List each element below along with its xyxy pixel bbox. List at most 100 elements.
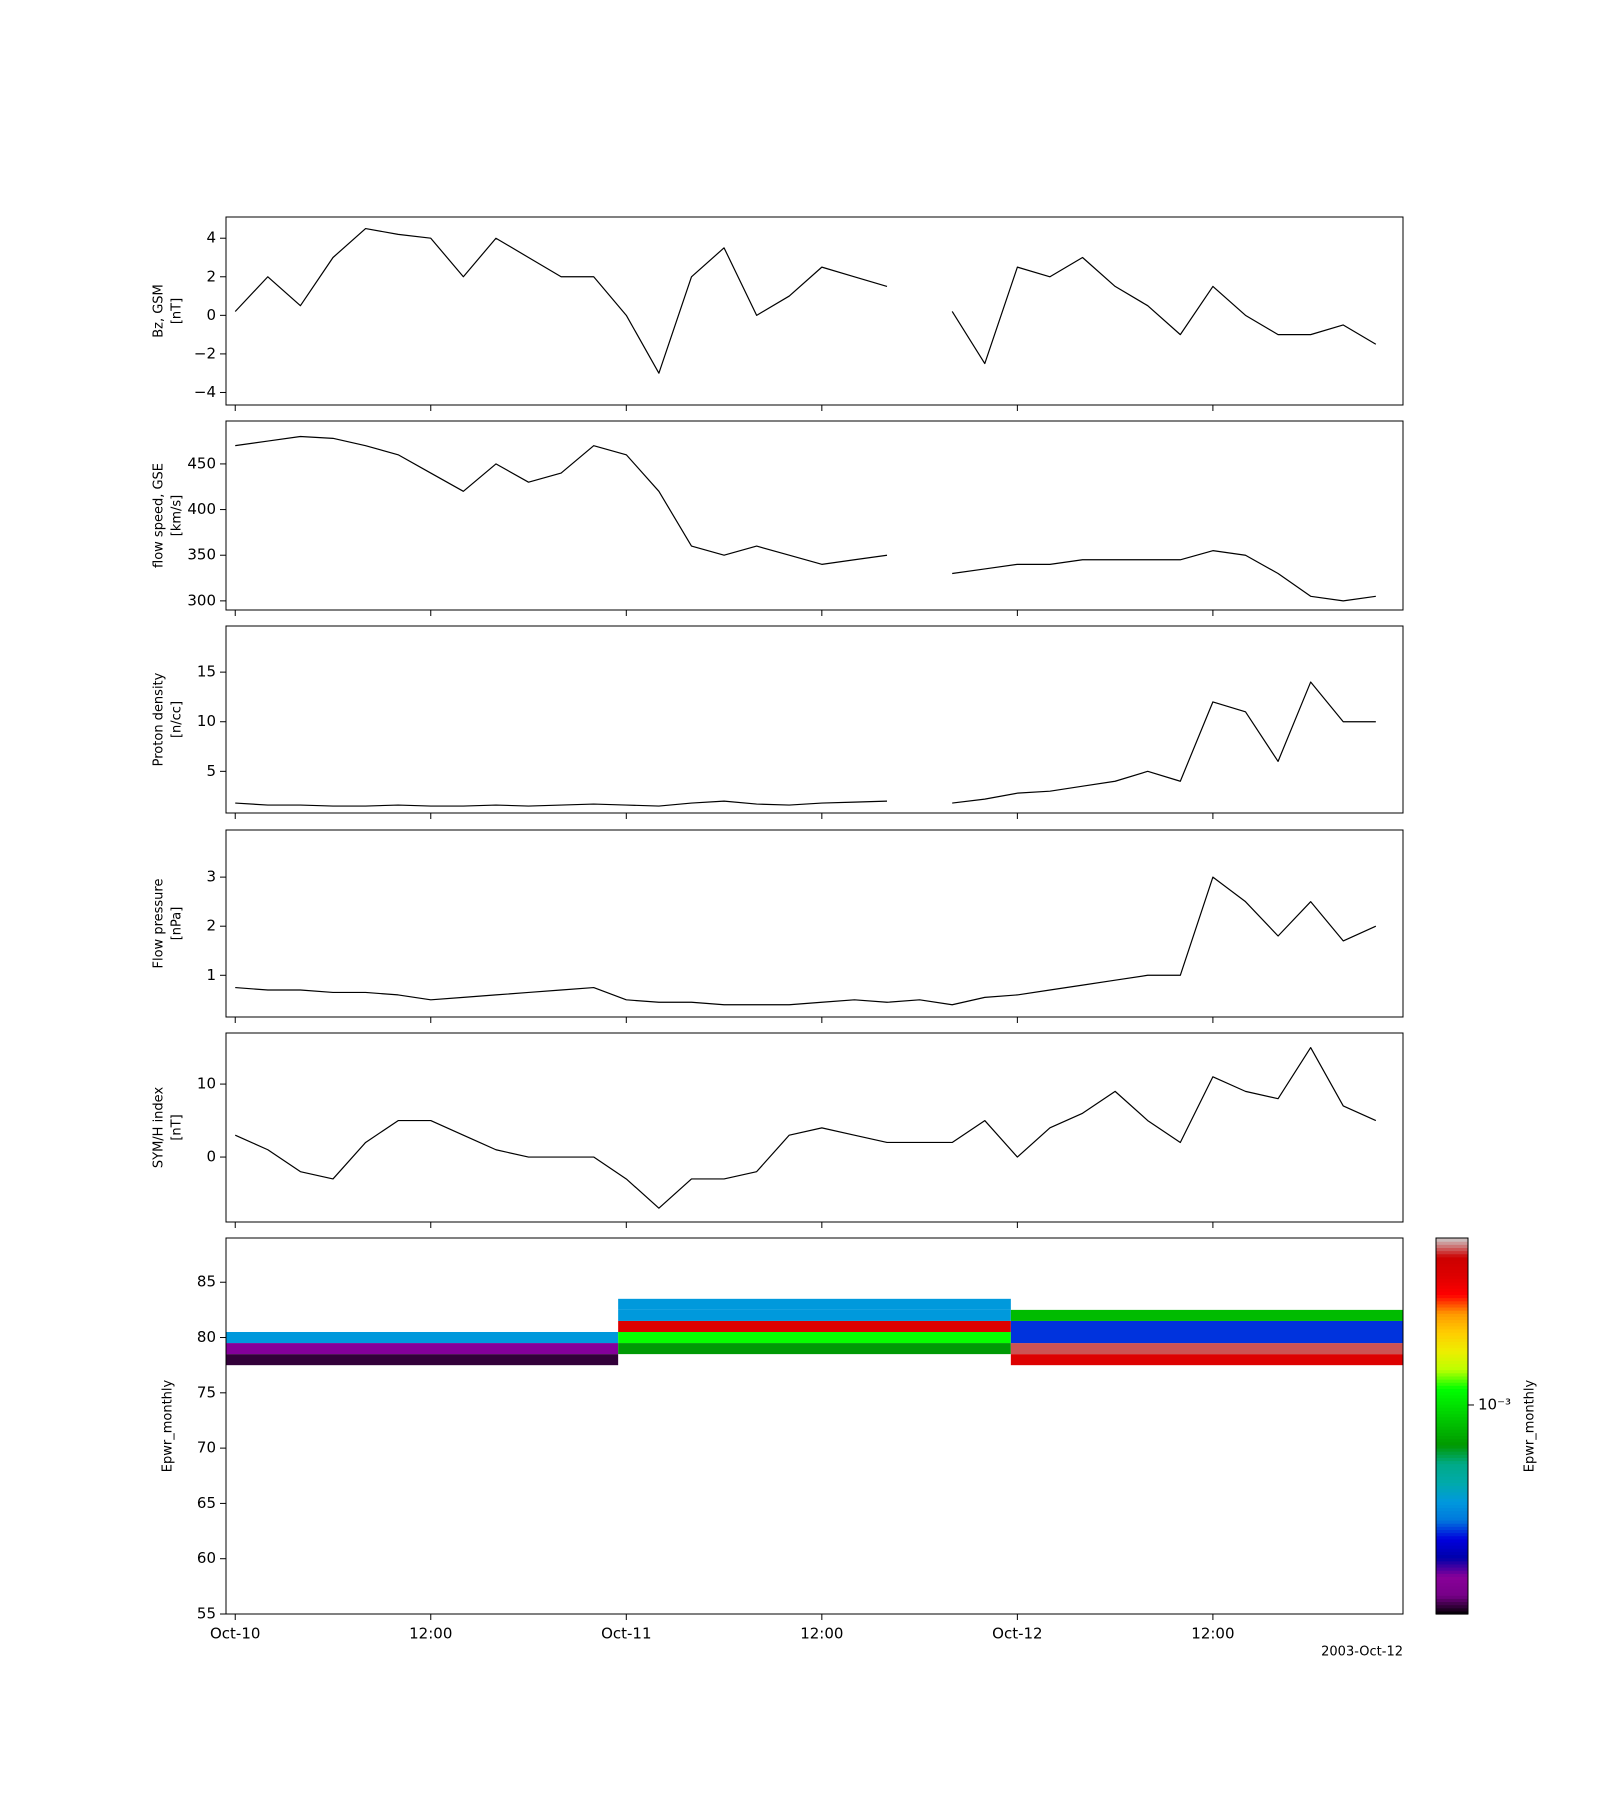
- colorbar-segment: [1436, 1513, 1468, 1518]
- x-tick-label: Oct-11: [601, 1625, 651, 1643]
- spectrogram-cell: [618, 1298, 1011, 1310]
- colorbar-segment: [1436, 1285, 1468, 1289]
- data-line: [234, 1046, 1377, 1209]
- colorbar-segment: [1436, 1551, 1468, 1556]
- axes-frame: [225, 1032, 1404, 1223]
- y-axis-label: [n/cc]: [170, 701, 185, 738]
- colorbar-segment: [1436, 1501, 1468, 1505]
- colorbar-segment: [1436, 1397, 1468, 1402]
- colorbar-segment: [1436, 1545, 1468, 1549]
- y-axis-label: [km/s]: [170, 495, 185, 537]
- y-axis-label: [nT]: [170, 298, 185, 324]
- colorbar-segment: [1436, 1488, 1468, 1493]
- colorbar-segment: [1436, 1360, 1468, 1364]
- colorbar-segment: [1436, 1344, 1468, 1349]
- spectrogram-cell: [1010, 1309, 1403, 1321]
- colorbar-segment: [1436, 1592, 1468, 1596]
- colorbar-segment: [1436, 1504, 1468, 1509]
- panel: 10⁻³ Epwr_monthly 55 60 65 70 75 80 85 Oct-10 12:0…: [161, 1237, 1538, 1660]
- colorbar-segment: [1436, 1473, 1468, 1477]
- y-axis-label: flow speed, GSE: [152, 463, 167, 568]
- colorbar-segment: [1436, 1523, 1468, 1527]
- y-tick-label: 10: [197, 712, 216, 730]
- colorbar-segment: [1436, 1463, 1468, 1468]
- colorbar-segment: [1436, 1294, 1468, 1299]
- colorbar-segment: [1436, 1454, 1468, 1458]
- x-tick-label: 12:00: [800, 1625, 843, 1643]
- colorbar-segment: [1436, 1610, 1468, 1615]
- colorbar-segment: [1436, 1510, 1468, 1515]
- axes-frame: [225, 420, 1404, 611]
- y-tick-label: 3: [206, 868, 216, 886]
- colorbar-segment: [1436, 1391, 1468, 1396]
- colorbar-segment: [1436, 1451, 1468, 1455]
- colorbar-segment: [1436, 1241, 1468, 1245]
- colorbar-segment: [1436, 1328, 1468, 1333]
- data-line: [235, 435, 1376, 602]
- spectrogram-cell: [226, 1343, 619, 1355]
- panel: 300 350 400 450 flow speed, GSE [km/s]: [152, 420, 1404, 616]
- panel: 1 2 3 Flow pressure [nPa]: [152, 829, 1404, 1023]
- y-tick-label: 2: [206, 917, 216, 935]
- y-axis-label: [nT]: [170, 1114, 185, 1140]
- colorbar-segment: [1436, 1438, 1468, 1443]
- colorbar-segment: [1436, 1598, 1468, 1603]
- y-tick-label: −2: [194, 344, 216, 362]
- y-tick-label: 0: [206, 1148, 216, 1166]
- colorbar-segment: [1436, 1526, 1468, 1530]
- colorbar-segment: [1436, 1595, 1468, 1599]
- y-tick-label: 5: [206, 762, 216, 780]
- colorbar-segment: [1436, 1388, 1468, 1393]
- colorbar-segment: [1436, 1444, 1468, 1449]
- y-axis-label: Bz, GSM: [152, 284, 167, 338]
- colorbar-segment: [1436, 1563, 1468, 1568]
- colorbar-label: Epwr_monthly: [1523, 1379, 1538, 1472]
- colorbar-segment: [1436, 1607, 1468, 1612]
- spectrogram-cell: [226, 1332, 619, 1344]
- colorbar-segment: [1436, 1482, 1468, 1487]
- colorbar-segment: [1436, 1404, 1468, 1408]
- axes-frame: [225, 216, 1404, 406]
- spectrogram-cell: [1010, 1332, 1403, 1344]
- colorbar-segment: [1436, 1363, 1468, 1368]
- colorbar-segment: [1436, 1369, 1468, 1374]
- data-line: [235, 681, 1376, 807]
- colorbar-segment: [1436, 1422, 1468, 1427]
- colorbar-segment: [1436, 1366, 1468, 1371]
- colorbar-segment: [1436, 1316, 1468, 1321]
- colorbar-segment: [1436, 1379, 1468, 1383]
- colorbar-segment: [1436, 1263, 1468, 1267]
- colorbar-segment: [1436, 1601, 1468, 1606]
- x-tick-label: Oct-12: [992, 1625, 1042, 1643]
- colorbar-segment: [1436, 1238, 1468, 1242]
- colorbar-segment: [1436, 1447, 1468, 1452]
- colorbar-segment: [1436, 1538, 1468, 1543]
- y-axis-label: [nPa]: [170, 907, 185, 941]
- date-label: 2003-Oct-12: [1321, 1645, 1403, 1660]
- colorbar-segment: [1436, 1253, 1468, 1258]
- colorbar-segment: [1436, 1548, 1468, 1552]
- colorbar-segment: [1436, 1570, 1468, 1574]
- colorbar-segment: [1436, 1338, 1468, 1342]
- colorbar-segment: [1436, 1332, 1468, 1336]
- colorbar-segment: [1436, 1288, 1468, 1292]
- colorbar-segment: [1436, 1306, 1468, 1311]
- panel: 0 10 SYM/H index [nT]: [152, 1032, 1404, 1228]
- y-tick-label: −4: [194, 383, 216, 401]
- y-tick-label: 80: [197, 1328, 216, 1346]
- colorbar-segment: [1436, 1275, 1468, 1280]
- colorbar-segment: [1436, 1259, 1468, 1264]
- colorbar-segment: [1436, 1341, 1468, 1346]
- colorbar-segment: [1436, 1529, 1468, 1534]
- y-axis-label: Proton density: [152, 672, 167, 766]
- y-tick-label: 85: [197, 1273, 216, 1291]
- spectrogram-cell: [226, 1354, 619, 1366]
- data-line: [234, 227, 1377, 374]
- colorbar-segment: [1436, 1485, 1468, 1490]
- colorbar-segment: [1436, 1466, 1468, 1471]
- colorbar-segment: [1436, 1256, 1468, 1261]
- colorbar-segment: [1436, 1516, 1468, 1521]
- colorbar-segment: [1436, 1576, 1468, 1581]
- y-tick-label: 70: [197, 1439, 216, 1457]
